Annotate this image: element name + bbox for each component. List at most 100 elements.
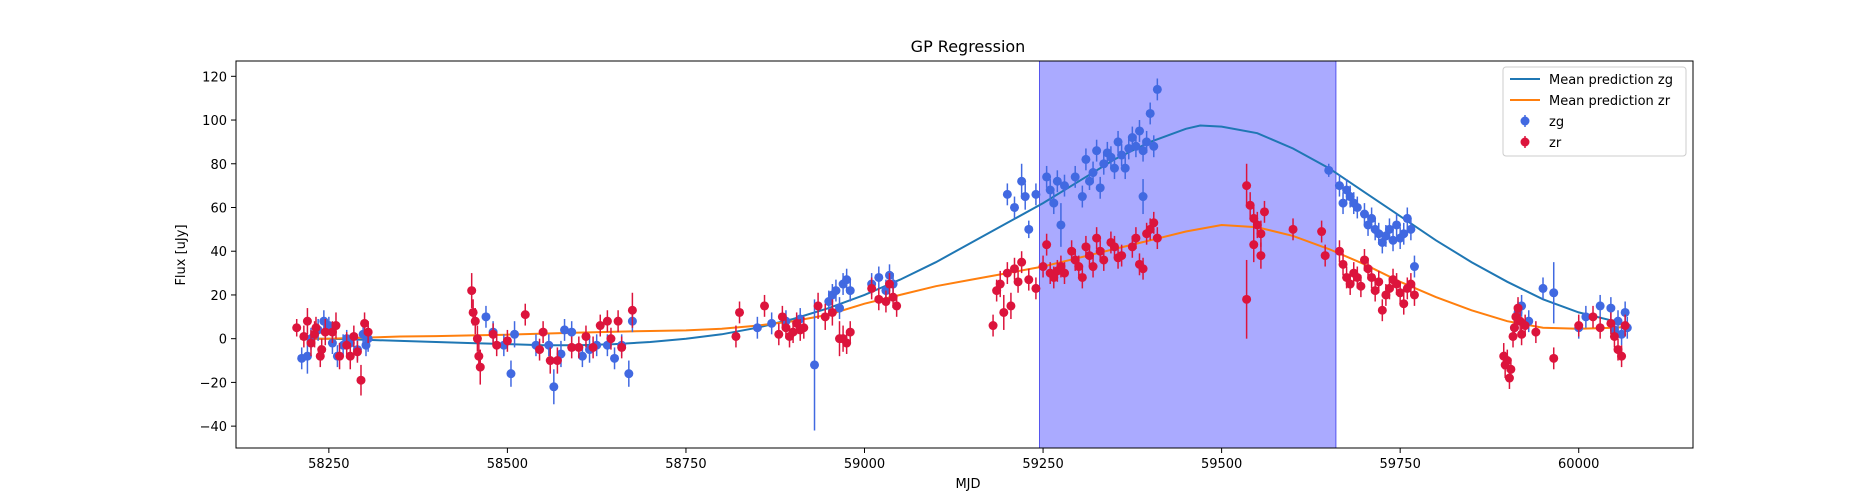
- data-point-zg: [1017, 176, 1027, 186]
- x-tick-label: 58500: [487, 457, 528, 472]
- x-tick-label: 58250: [308, 457, 349, 472]
- data-point-zr: [538, 327, 548, 337]
- data-point-zg: [824, 297, 834, 307]
- data-point-zr: [472, 334, 482, 344]
- legend-marker-swatch: [1520, 137, 1530, 147]
- data-point-zr: [1613, 345, 1623, 355]
- data-point-zr: [1249, 240, 1259, 250]
- data-point-zr: [1320, 251, 1330, 261]
- data-point-zr: [1131, 233, 1141, 243]
- data-point-zr: [1509, 323, 1519, 333]
- data-point-zr: [788, 327, 798, 337]
- data-point-zg: [1406, 224, 1416, 234]
- data-point-zg: [1145, 108, 1155, 118]
- data-point-zr: [992, 286, 1002, 296]
- data-point-zr: [1088, 262, 1098, 272]
- data-point-zr: [617, 342, 627, 352]
- data-point-zr: [1392, 279, 1402, 289]
- data-point-zg: [845, 286, 855, 296]
- data-point-zr: [302, 316, 312, 326]
- data-point-zr: [1024, 275, 1034, 285]
- data-point-zr: [1259, 207, 1269, 217]
- data-point-zg: [1549, 288, 1559, 298]
- data-point-zg: [1009, 202, 1019, 212]
- data-point-zr: [845, 327, 855, 337]
- data-point-zg: [1120, 163, 1130, 173]
- data-point-zr: [1520, 321, 1530, 331]
- data-point-zg: [1409, 262, 1419, 272]
- data-point-zr: [1152, 233, 1162, 243]
- data-point-zg: [1338, 198, 1348, 208]
- data-point-zr: [1145, 224, 1155, 234]
- data-point-zg: [1056, 220, 1066, 230]
- data-point-zg: [610, 353, 620, 363]
- data-point-zg: [1059, 181, 1069, 191]
- data-point-zg: [1606, 303, 1616, 313]
- data-point-zg: [1088, 168, 1098, 178]
- data-point-zg: [1070, 172, 1080, 182]
- data-point-zg: [1127, 133, 1137, 143]
- data-point-zg: [1334, 181, 1344, 191]
- data-point-zg: [1402, 213, 1412, 223]
- data-point-zr: [1049, 272, 1059, 282]
- data-point-zg: [1142, 137, 1152, 147]
- data-point-zg: [1024, 224, 1034, 234]
- data-point-zr: [335, 351, 345, 361]
- data-point-zr: [1256, 251, 1266, 261]
- data-point-zg: [1113, 137, 1123, 147]
- data-point-zg: [1049, 198, 1059, 208]
- data-point-zr: [1617, 351, 1627, 361]
- y-axis-label: Flux [uJy]: [174, 224, 189, 285]
- data-point-zr: [1002, 268, 1012, 278]
- mean-line-zr: [300, 223, 1629, 340]
- data-point-zg: [1392, 220, 1402, 230]
- data-point-zg: [1095, 183, 1105, 193]
- data-point-zr: [1374, 277, 1384, 287]
- data-point-zr: [356, 375, 366, 385]
- data-point-zr: [470, 316, 480, 326]
- data-point-zr: [345, 351, 355, 361]
- plot-area: 58250 58500 58750 59000 59250 59500 59750 60000…: [200, 60, 1694, 472]
- data-point-zg: [1117, 150, 1127, 160]
- data-point-zr: [867, 283, 877, 293]
- data-point-zr: [1356, 281, 1366, 291]
- data-point-zr: [1506, 364, 1516, 374]
- legend-label: zg: [1549, 115, 1564, 130]
- data-point-zg: [1152, 84, 1162, 94]
- data-point-zr: [995, 279, 1005, 289]
- data-point-zr: [777, 312, 787, 322]
- x-axis-label: MJD: [955, 477, 980, 492]
- data-point-zg: [1052, 176, 1062, 186]
- data-point-zr: [1395, 288, 1405, 298]
- data-point-zg: [1020, 192, 1030, 202]
- data-point-zg: [1042, 172, 1052, 182]
- data-point-zr: [475, 362, 485, 372]
- data-point-zr: [1252, 220, 1262, 230]
- data-point-zr: [1574, 321, 1584, 331]
- y-tick-label: −40: [200, 420, 227, 435]
- data-point-zr: [1084, 251, 1094, 261]
- data-point-zg: [544, 340, 554, 350]
- x-tick-label: 59250: [1022, 457, 1063, 472]
- x-tick-label: 59000: [844, 457, 885, 472]
- data-point-zg: [510, 329, 520, 339]
- data-point-zr: [1370, 286, 1380, 296]
- data-point-zr: [352, 347, 362, 357]
- data-point-zg: [874, 272, 884, 282]
- data-point-zg: [1581, 312, 1591, 322]
- data-point-zg: [1381, 231, 1391, 241]
- data-point-zg: [1399, 229, 1409, 239]
- data-point-zr: [1334, 246, 1344, 256]
- data-point-zg: [567, 327, 577, 337]
- data-point-zr: [892, 301, 902, 311]
- data-point-zr: [602, 316, 612, 326]
- data-point-zr: [492, 340, 502, 350]
- data-point-zr: [567, 342, 577, 352]
- legend-marker-swatch: [1520, 116, 1530, 126]
- data-point-zr: [474, 351, 484, 361]
- data-point-zg: [1138, 192, 1148, 202]
- data-point-zr: [299, 331, 309, 341]
- data-point-zr: [342, 340, 352, 350]
- data-point-zr: [1056, 262, 1066, 272]
